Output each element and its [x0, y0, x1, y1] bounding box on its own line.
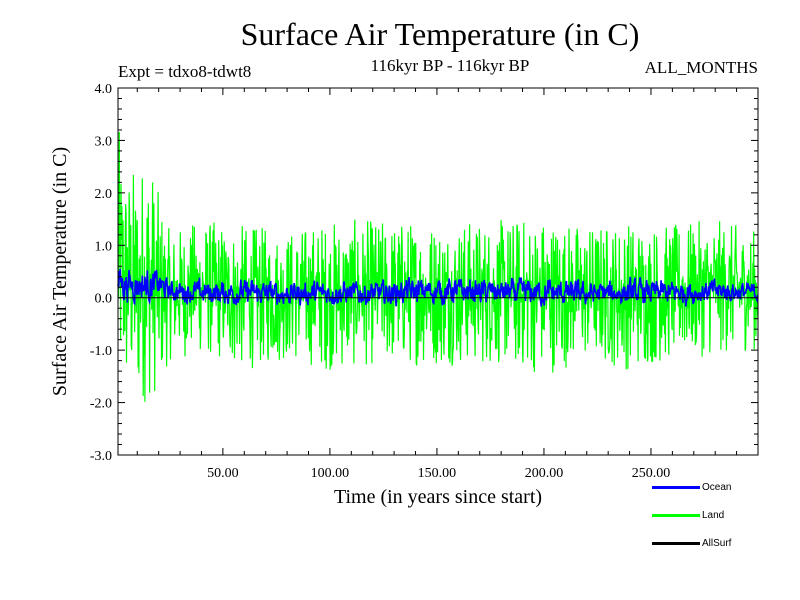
months-label: ALL_MONTHS — [644, 58, 758, 77]
legend-label-ocean: Ocean — [702, 482, 732, 493]
series-line-ocean — [117, 268, 759, 307]
legend-label-allsurf: AllSurf — [702, 538, 732, 549]
x-tick-label: 250.00 — [632, 466, 671, 481]
x-tick-label: 50.00 — [207, 466, 239, 481]
chart-title: Surface Air Temperature (in C) — [240, 16, 640, 52]
y-tick-label: 2.0 — [95, 187, 113, 202]
legend-swatch-land — [652, 513, 700, 517]
series-layer — [117, 131, 759, 402]
series-line-land — [117, 131, 759, 402]
legend-label-land: Land — [702, 510, 725, 521]
y-tick-label: -3.0 — [90, 449, 112, 464]
legend-item-ocean: Ocean — [652, 482, 731, 493]
y-tick-label: 3.0 — [95, 134, 113, 149]
y-tick-label: 0.0 — [95, 292, 113, 307]
legend-swatch-allsurf — [652, 541, 700, 545]
y-axis-label: Surface Air Temperature (in C) — [49, 147, 71, 396]
legend-item-allsurf: AllSurf — [652, 538, 731, 549]
experiment-label: Expt = tdxo8-tdwt8 — [118, 62, 252, 81]
x-tick-label: 200.00 — [525, 466, 564, 481]
plot-frame — [117, 87, 759, 456]
y-tick-label: 1.0 — [95, 239, 113, 254]
x-axis-label: Time (in years since start) — [334, 486, 542, 508]
legend-item-land: Land — [652, 510, 724, 521]
x-tick-label: 100.00 — [311, 466, 350, 481]
legend-swatch-ocean — [652, 485, 700, 489]
ticks-layer: -3.0 -2.0 -1.0 0.0 1.0 2.0 3.0 4.0 50.00 100.00 15… — [90, 82, 758, 481]
x-tick-label: 150.00 — [418, 466, 457, 481]
period-label: 116kyr BP - 116kyr BP — [370, 56, 530, 75]
y-tick-label: 4.0 — [95, 82, 113, 97]
y-tick-label: -2.0 — [90, 397, 112, 412]
y-tick-label: -1.0 — [90, 344, 112, 359]
